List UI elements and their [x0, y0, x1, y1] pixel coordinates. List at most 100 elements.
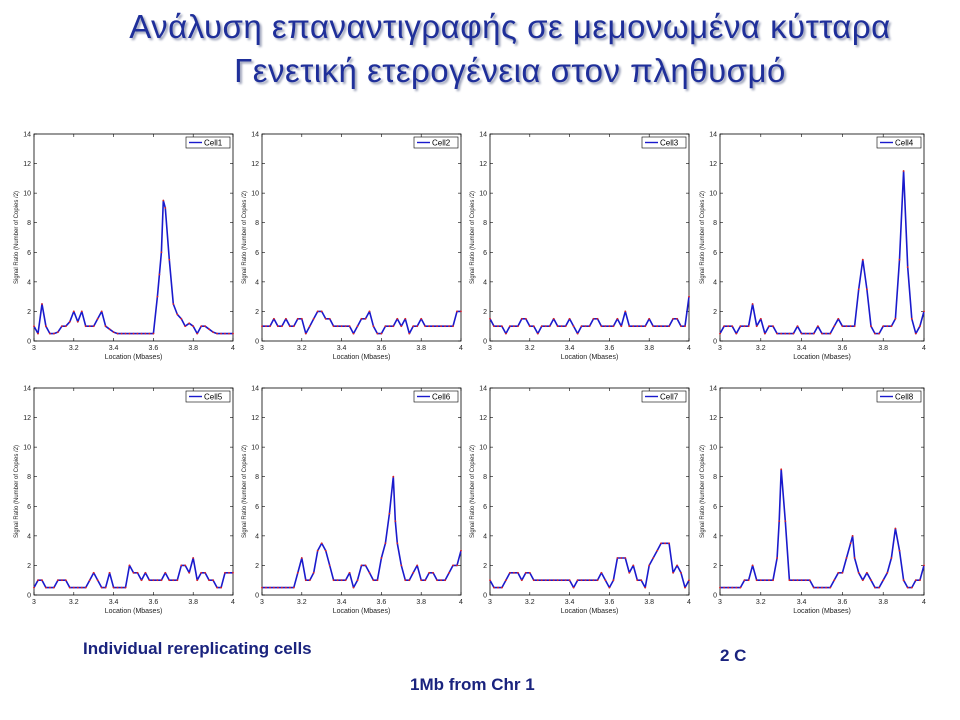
plot-frame	[33, 133, 234, 342]
x-tick-label: 3	[32, 345, 36, 352]
y-tick-label: 6	[255, 504, 259, 511]
data-point	[376, 579, 379, 582]
legend-label: Cell7	[660, 392, 679, 401]
data-point	[902, 579, 905, 582]
legend-label: Cell3	[660, 138, 679, 147]
data-point	[919, 579, 921, 582]
data-point	[204, 571, 207, 574]
plot-frame	[261, 387, 462, 596]
y-tick-label: 14	[23, 132, 31, 139]
data-point	[96, 579, 99, 582]
data-point	[304, 579, 307, 582]
data-point	[156, 295, 159, 298]
data-point	[448, 571, 450, 574]
data-point	[312, 317, 315, 320]
data-point	[528, 571, 531, 574]
data-point	[176, 579, 179, 582]
data-point	[224, 332, 226, 335]
data-point	[176, 313, 179, 316]
data-point	[460, 549, 462, 552]
data-point	[200, 571, 203, 574]
y-tick-label: 2	[27, 563, 31, 570]
data-point	[620, 325, 623, 328]
data-point	[104, 325, 107, 328]
data-point	[296, 317, 299, 320]
data-point	[532, 579, 535, 582]
data-point	[829, 586, 832, 589]
data-point	[739, 325, 742, 328]
x-tick-label: 3.4	[109, 345, 119, 352]
data-point	[212, 579, 215, 582]
data-point	[509, 571, 511, 574]
data-point	[344, 325, 347, 328]
data-point	[906, 266, 909, 268]
data-point	[216, 332, 219, 335]
data-point	[332, 325, 335, 328]
y-tick-label: 8	[255, 220, 259, 227]
x-tick-label: 3.6	[838, 345, 848, 352]
data-point	[436, 325, 438, 328]
x-tick-label: 3.2	[756, 345, 766, 352]
data-point	[588, 325, 591, 328]
data-point	[336, 579, 339, 582]
x-tick-label: 3.2	[525, 599, 535, 606]
data-point	[501, 325, 503, 328]
x-tick-label: 3.8	[644, 599, 654, 606]
x-tick-label: 3.6	[377, 599, 387, 606]
data-point	[72, 586, 75, 589]
data-point	[632, 325, 635, 328]
data-point	[92, 571, 95, 574]
data-point	[923, 564, 925, 567]
data-point	[596, 579, 599, 582]
data-point	[412, 571, 415, 574]
data-point	[460, 310, 462, 313]
data-point	[572, 325, 575, 328]
data-point	[845, 325, 848, 328]
data-point	[273, 317, 275, 320]
data-point	[902, 170, 905, 172]
data-point	[849, 325, 852, 328]
y-tick-label: 10	[251, 191, 259, 198]
data-point	[404, 317, 407, 320]
data-point	[368, 571, 371, 574]
data-point	[348, 325, 351, 328]
data-point	[821, 586, 823, 589]
plot-frame	[261, 133, 462, 342]
data-point	[164, 571, 167, 574]
data-point	[444, 325, 446, 328]
legend-label: Cell6	[432, 392, 451, 401]
data-point	[316, 310, 319, 313]
data-point	[408, 332, 411, 335]
y-tick-label: 12	[251, 161, 259, 168]
legend-label: Cell1	[204, 138, 223, 147]
y-tick-label: 4	[255, 279, 259, 286]
x-axis-label: Location (Mbases)	[105, 608, 163, 615]
data-point	[560, 325, 563, 328]
data-point	[128, 564, 131, 567]
data-point	[759, 579, 762, 582]
data-point	[743, 325, 746, 328]
data-point	[776, 332, 778, 335]
data-point	[800, 332, 803, 335]
data-point	[156, 579, 159, 582]
data-point	[120, 332, 123, 335]
data-point	[424, 325, 427, 328]
data-point	[764, 579, 766, 582]
data-point	[392, 475, 395, 478]
data-point	[104, 586, 107, 589]
data-point	[620, 557, 623, 559]
data-point	[552, 579, 555, 582]
x-tick-label: 3.6	[149, 345, 159, 352]
data-point	[49, 332, 51, 335]
y-tick-label: 4	[255, 533, 259, 540]
y-tick-label: 4	[713, 279, 717, 286]
data-point	[412, 325, 415, 328]
data-point	[489, 579, 491, 582]
data-point	[372, 579, 375, 582]
data-point	[33, 325, 35, 328]
data-point	[416, 564, 419, 567]
y-tick-label: 6	[255, 250, 259, 257]
plot-frame	[489, 387, 690, 596]
data-point	[380, 557, 383, 559]
data-point	[440, 579, 442, 582]
